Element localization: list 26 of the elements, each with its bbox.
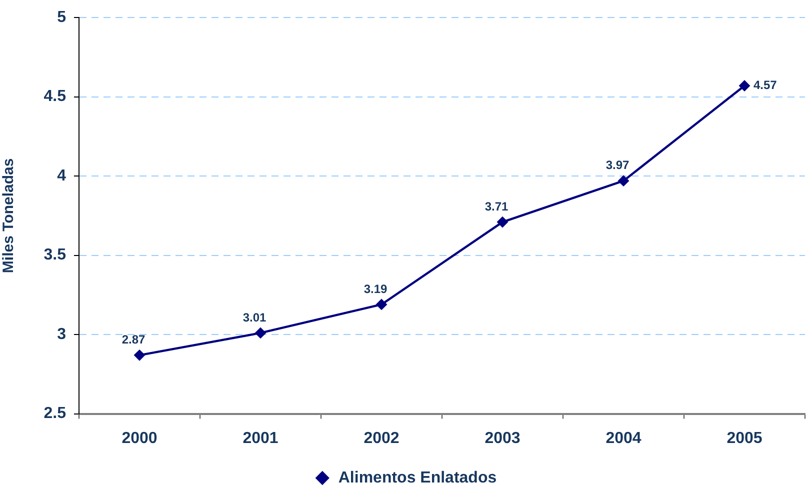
data-label: 2.87 <box>122 332 146 346</box>
data-label: 3.19 <box>364 282 388 296</box>
legend-label: Alimentos Enlatados <box>338 469 497 486</box>
x-tick-label: 2000 <box>122 430 158 447</box>
point <box>739 80 750 92</box>
x-tick-label: 2004 <box>606 430 642 447</box>
y-tick-label: 5 <box>57 9 66 26</box>
y-tick-label: 2.5 <box>44 405 66 422</box>
point <box>376 298 387 310</box>
data-label: 4.57 <box>754 78 778 92</box>
point <box>255 327 266 338</box>
y-tick-label: 4.5 <box>44 88 66 106</box>
point <box>618 175 629 186</box>
point <box>134 350 145 361</box>
point <box>497 216 508 228</box>
y-tick-label: 3.5 <box>44 246 66 264</box>
y-axis-title: Miles Toneladas <box>0 158 18 274</box>
data-label: 3.01 <box>242 310 266 324</box>
x-tick-label: 2005 <box>726 430 762 447</box>
x-tick-label: 2003 <box>484 430 520 447</box>
x-tick-label: 2001 <box>242 430 278 447</box>
y-tick-label: 4 <box>57 167 66 184</box>
data-label: 3.71 <box>484 199 508 214</box>
data-label: 3.97 <box>606 158 630 172</box>
x-tick-label: 2002 <box>364 430 400 447</box>
y-tick-label: 3 <box>57 326 66 343</box>
